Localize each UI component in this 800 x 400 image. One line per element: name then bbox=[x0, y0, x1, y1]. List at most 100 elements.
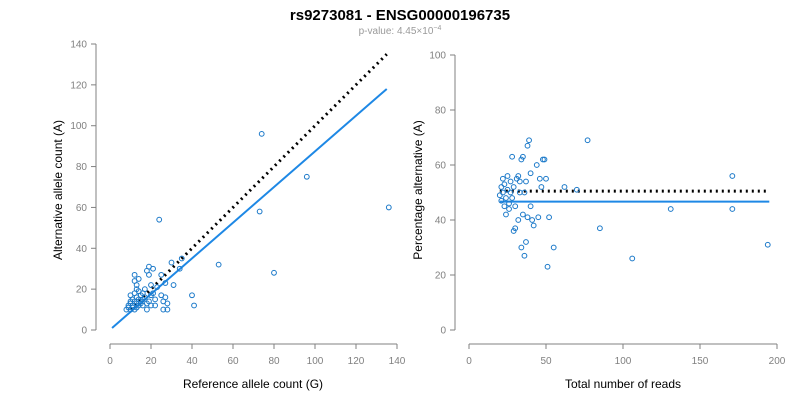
right-lines bbox=[499, 189, 770, 203]
data-point bbox=[504, 173, 511, 179]
data-point bbox=[521, 252, 528, 259]
data-point bbox=[164, 300, 171, 307]
data-point bbox=[170, 282, 177, 288]
data-point bbox=[141, 286, 148, 293]
data-point bbox=[524, 214, 531, 221]
y-tick-label: 100 bbox=[429, 51, 446, 62]
data-point bbox=[258, 130, 265, 137]
data-point bbox=[152, 296, 159, 303]
y-tick-label: 20 bbox=[76, 285, 88, 296]
figure-title: rs9273081 - ENSG00000196735 bbox=[290, 7, 510, 24]
data-point bbox=[135, 276, 142, 282]
data-point bbox=[516, 178, 523, 185]
data-point bbox=[154, 284, 161, 291]
x-tick-label: 60 bbox=[227, 356, 239, 367]
data-point bbox=[509, 195, 516, 201]
pvalue-label: p-value: 4.45×10−4 bbox=[359, 25, 442, 37]
x-tick-label: 80 bbox=[268, 356, 280, 367]
data-point bbox=[156, 216, 163, 223]
data-point bbox=[561, 184, 568, 190]
data-point bbox=[584, 137, 591, 144]
percentage-scatter-plot: 0 50 100 150 200 0 20 40 60 80 100 Total number of… bbox=[411, 51, 786, 392]
data-point bbox=[526, 137, 532, 144]
data-point bbox=[162, 294, 169, 301]
data-point bbox=[133, 282, 140, 288]
data-point bbox=[518, 244, 525, 251]
data-point bbox=[529, 217, 536, 223]
data-point bbox=[667, 206, 674, 212]
data-point bbox=[520, 153, 526, 160]
data-point bbox=[543, 175, 549, 182]
left-lines bbox=[111, 53, 388, 329]
fit-line bbox=[111, 88, 388, 329]
left-points bbox=[123, 130, 392, 313]
data-point bbox=[178, 255, 185, 262]
data-point bbox=[271, 269, 277, 276]
data-point bbox=[150, 290, 156, 297]
data-point bbox=[509, 153, 516, 160]
data-point bbox=[546, 214, 552, 221]
y-tick-label: 140 bbox=[70, 40, 87, 51]
x-tick-label: 200 bbox=[769, 356, 786, 367]
data-point bbox=[146, 271, 152, 278]
data-point bbox=[162, 280, 169, 286]
data-point bbox=[523, 178, 529, 185]
pvalue-exponent: −4 bbox=[433, 25, 441, 32]
data-point bbox=[501, 203, 508, 210]
data-point bbox=[729, 173, 736, 179]
x-tick-label: 150 bbox=[692, 356, 709, 367]
x-tick-label: 20 bbox=[145, 356, 157, 367]
data-point bbox=[498, 184, 505, 190]
y-tick-label: 0 bbox=[440, 326, 446, 337]
x-tick-label: 0 bbox=[107, 356, 113, 367]
data-point bbox=[496, 192, 503, 199]
data-point bbox=[510, 184, 517, 190]
data-point bbox=[512, 225, 519, 232]
x-tick-label: 120 bbox=[348, 356, 365, 367]
data-point bbox=[629, 255, 636, 262]
data-point bbox=[544, 263, 551, 270]
data-point bbox=[597, 225, 603, 232]
data-point bbox=[538, 184, 545, 190]
data-point bbox=[507, 189, 514, 196]
data-point bbox=[150, 265, 156, 272]
data-point bbox=[385, 204, 392, 211]
data-point bbox=[515, 173, 522, 179]
right-axes: 0 50 100 150 200 0 20 40 60 80 100 bbox=[429, 51, 785, 368]
data-point bbox=[515, 217, 522, 223]
data-point bbox=[499, 189, 506, 196]
right-y-axis-label: Percentage alternative (A) bbox=[411, 120, 425, 259]
right-x-axis-label: Total number of reads bbox=[565, 377, 681, 391]
data-point bbox=[191, 302, 197, 309]
x-tick-label: 140 bbox=[389, 356, 406, 367]
data-point bbox=[148, 302, 154, 309]
data-point bbox=[503, 211, 509, 218]
data-point bbox=[729, 206, 736, 212]
data-point bbox=[152, 302, 159, 309]
data-point bbox=[573, 186, 580, 193]
reference-dotted-line bbox=[129, 53, 388, 311]
y-tick-label: 80 bbox=[76, 162, 88, 173]
data-point bbox=[189, 292, 195, 299]
data-point bbox=[530, 222, 537, 229]
left-x-axis-label: Reference allele count (G) bbox=[183, 377, 323, 391]
data-point bbox=[524, 142, 531, 149]
data-point bbox=[521, 189, 528, 196]
data-point bbox=[144, 306, 150, 313]
data-point bbox=[541, 156, 548, 163]
data-point bbox=[533, 162, 540, 168]
data-point bbox=[536, 175, 543, 182]
data-point bbox=[164, 306, 171, 313]
x-tick-label: 50 bbox=[540, 356, 552, 367]
data-point bbox=[527, 170, 534, 177]
y-tick-label: 100 bbox=[70, 121, 87, 132]
allele-count-scatter-plot: 0 20 40 60 80 100 120 140 0 20 40 60 80 100 120 140 Ref… bbox=[51, 40, 406, 392]
data-point bbox=[176, 265, 183, 272]
left-axes: 0 20 40 60 80 100 120 140 0 20 40 60 80 100 120 140 bbox=[70, 40, 405, 368]
data-point bbox=[535, 214, 542, 221]
data-point bbox=[168, 259, 175, 266]
data-point bbox=[550, 244, 557, 251]
y-tick-label: 60 bbox=[435, 161, 447, 172]
right-points bbox=[496, 137, 771, 270]
